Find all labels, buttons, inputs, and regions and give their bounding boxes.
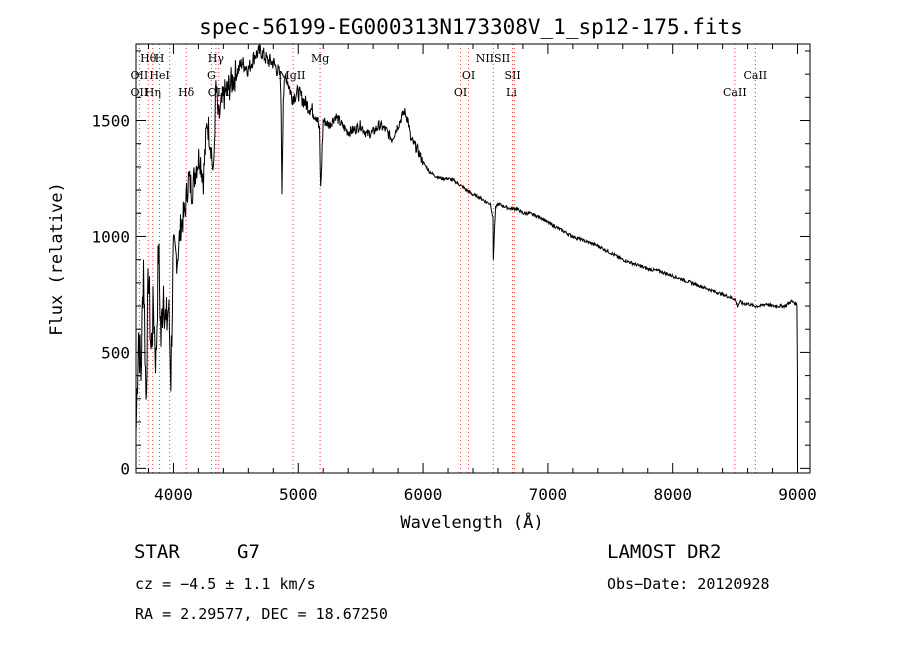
- observation-date: Obs−Date: 20120928: [607, 575, 770, 593]
- x-axis-label: Wavelength (Å): [400, 511, 543, 533]
- spectral-line-label: Li: [506, 86, 517, 99]
- x-axis-ticks: 4000 5000 6000 7000 8000 9000: [147, 44, 817, 504]
- y-tick-label: 1500: [91, 112, 130, 131]
- spectral-line-label: NIISII: [476, 52, 511, 65]
- spectral-line-label: Hγ: [208, 52, 225, 65]
- spectral-line-label: H: [155, 52, 165, 65]
- spectral-line-label: Mg: [311, 52, 329, 65]
- spectral-line-markers: [138, 44, 756, 473]
- y-axis-label: Flux (relative): [47, 182, 67, 336]
- chart-title: spec-56199-EG000313N173308V_1_sp12-175.f…: [199, 15, 743, 39]
- coordinates-readout: RA = 2.29577, DEC = 18.67250: [135, 605, 388, 623]
- plot-frame: [135, 43, 811, 474]
- y-tick-label: 500: [101, 343, 130, 362]
- x-tick-label: 5000: [279, 485, 318, 504]
- spectral-line-label: OI: [454, 86, 467, 99]
- x-tick-label: 4000: [154, 485, 193, 504]
- x-tick-label: 8000: [653, 485, 692, 504]
- y-tick-label: 0: [120, 459, 130, 478]
- spectral-line-label: Hθ: [140, 52, 157, 65]
- redshift-readout: cz = −4.5 ± 1.1 km/s: [135, 575, 316, 593]
- x-tick-label: 7000: [529, 485, 568, 504]
- spectral-line-label: MgII: [279, 69, 306, 82]
- survey-name: LAMOST DR2: [607, 541, 722, 563]
- spectral-line-label: OI: [462, 69, 475, 82]
- spectral-line-label: SII: [504, 69, 520, 82]
- y-tick-label: 1000: [91, 227, 130, 246]
- x-tick-label: 6000: [404, 485, 443, 504]
- x-tick-label: 9000: [778, 485, 817, 504]
- object-class: STAR: [134, 541, 180, 563]
- spectral-line-label: OII: [131, 69, 149, 82]
- spectral-line-label: Hη: [145, 86, 161, 99]
- spectral-line-label: G: [207, 69, 216, 82]
- spectral-subclass: G7: [237, 541, 260, 563]
- y-axis-ticks: 0 500 1000 1500: [91, 50, 810, 478]
- spectral-line-label: OII: [131, 86, 149, 99]
- spectrum-line: [135, 44, 798, 473]
- spectral-line-label: CaII: [723, 86, 747, 99]
- spectral-line-label: CaII: [743, 69, 767, 82]
- spectral-line-label: Hδ: [178, 86, 195, 99]
- spectral-line-label: HeI: [149, 69, 169, 82]
